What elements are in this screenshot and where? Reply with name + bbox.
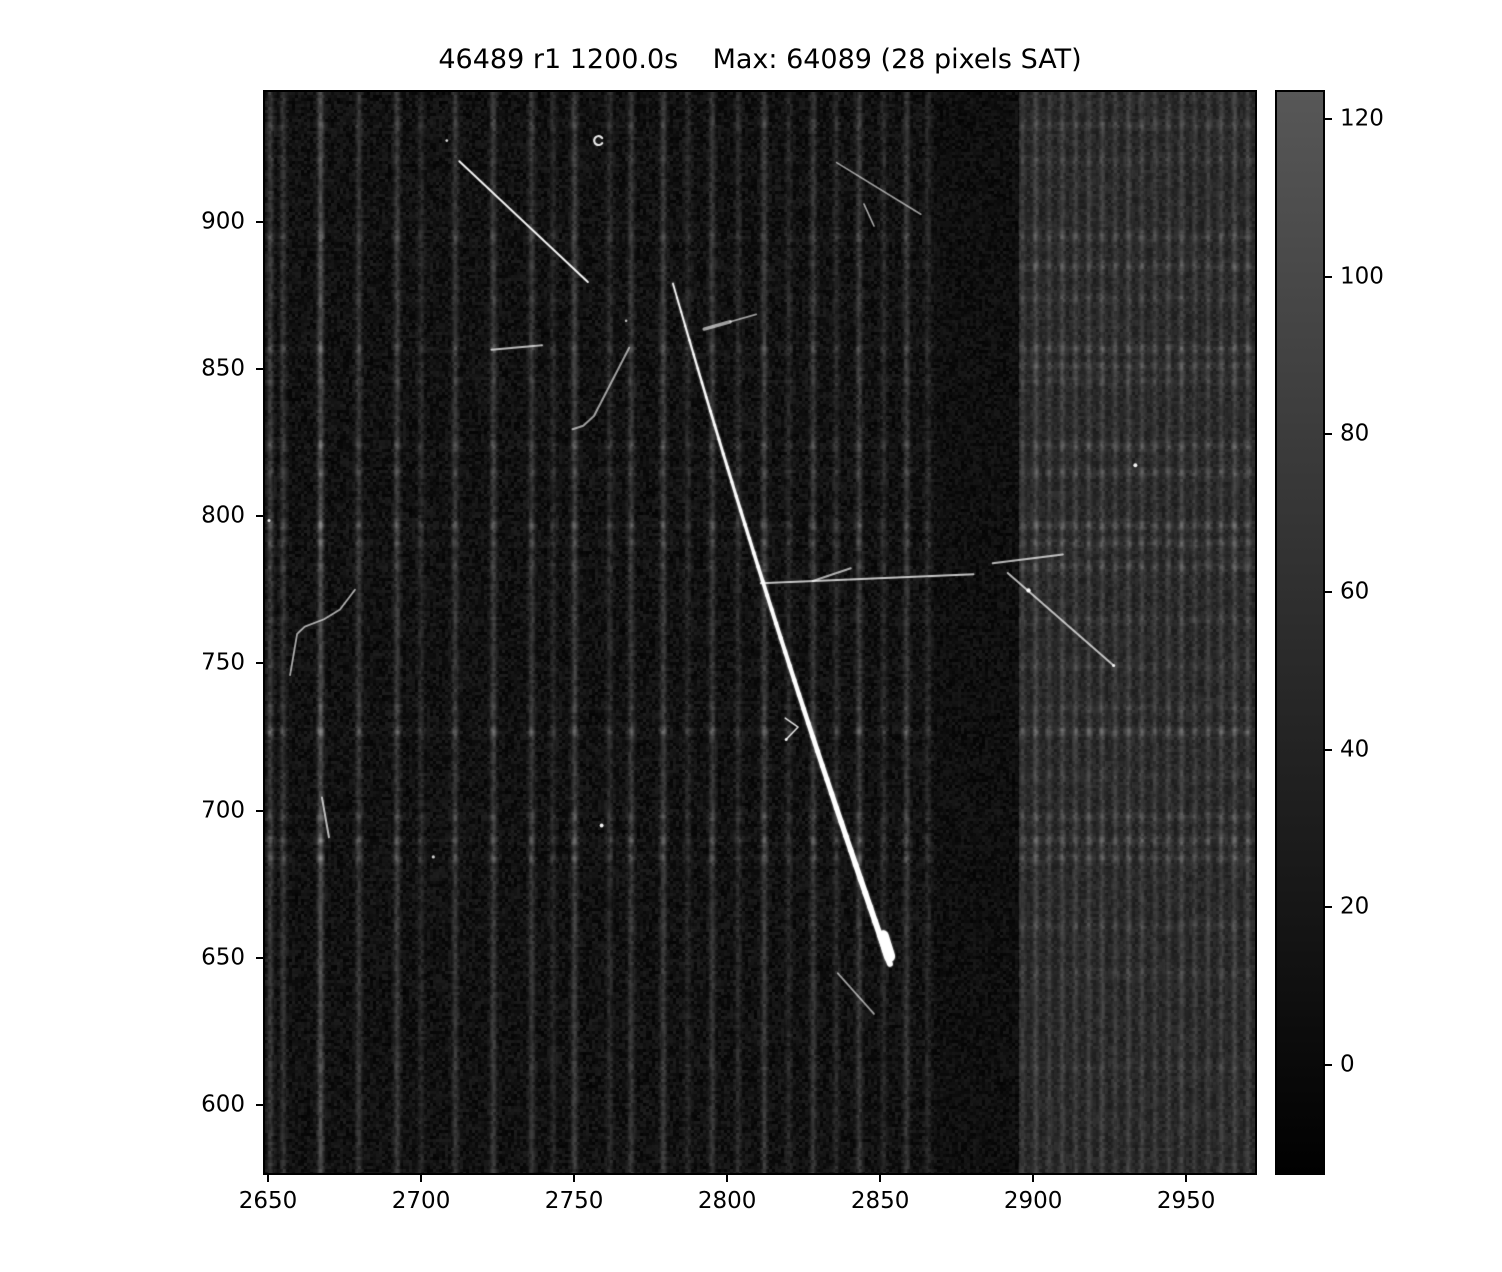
ccd-image-canvas — [265, 92, 1255, 1173]
y-axis-tick-label: 850 — [201, 355, 245, 382]
colorbar-tick-mark — [1323, 433, 1332, 436]
x-axis-tick-mark — [267, 1173, 270, 1182]
colorbar-tick-label: 0 — [1340, 1051, 1355, 1078]
plot-axes-frame — [263, 90, 1257, 1175]
colorbar-tick-label: 40 — [1340, 736, 1370, 763]
y-axis-tick-label: 600 — [201, 1091, 245, 1118]
plot-title: 46489 r1 1200.0s Max: 64089 (28 pixels S… — [438, 44, 1082, 75]
colorbar-tick-label: 20 — [1340, 893, 1370, 920]
y-axis-tick-mark — [256, 956, 265, 959]
y-axis-tick-mark — [256, 367, 265, 370]
x-axis-tick-label: 2900 — [1003, 1188, 1063, 1214]
x-axis-tick-label: 2700 — [391, 1188, 451, 1214]
x-axis-tick-label: 2750 — [544, 1188, 604, 1214]
colorbar-gradient — [1275, 90, 1325, 1175]
y-axis-tick-mark — [256, 662, 265, 665]
y-axis-tick-mark — [256, 220, 265, 223]
x-axis-tick-label: 2950 — [1156, 1188, 1216, 1214]
colorbar-tick-mark — [1323, 1063, 1332, 1066]
x-axis-tick-mark — [1185, 1173, 1188, 1182]
y-axis-tick-mark — [256, 515, 265, 518]
y-axis-tick-label: 750 — [201, 649, 245, 676]
x-axis-tick-label: 2850 — [850, 1188, 910, 1214]
x-axis-tick-mark — [573, 1173, 576, 1182]
x-axis-tick-mark — [1032, 1173, 1035, 1182]
colorbar-tick-label: 100 — [1340, 263, 1384, 289]
y-axis-tick-mark — [256, 1104, 265, 1107]
y-axis-tick-label: 700 — [201, 797, 245, 824]
colorbar-tick-label: 120 — [1340, 105, 1384, 132]
y-axis-tick-mark — [256, 809, 265, 812]
colorbar-tick-mark — [1323, 590, 1332, 593]
x-axis-tick-label: 2650 — [238, 1188, 298, 1214]
colorbar-tick-mark — [1323, 748, 1332, 751]
colorbar-tick-mark — [1323, 117, 1332, 120]
colorbar-tick-mark — [1323, 275, 1332, 278]
colorbar-tick-label: 80 — [1340, 420, 1370, 447]
x-axis-tick-mark — [726, 1173, 729, 1182]
x-axis-tick-label: 2800 — [697, 1188, 757, 1214]
x-axis-tick-mark — [879, 1173, 882, 1182]
colorbar-tick-mark — [1323, 906, 1332, 909]
y-axis-tick-label: 650 — [201, 944, 245, 971]
x-axis-tick-mark — [420, 1173, 423, 1182]
y-axis-tick-label: 800 — [201, 502, 245, 529]
y-axis-tick-label: 900 — [201, 208, 245, 235]
colorbar-tick-label: 60 — [1340, 578, 1370, 605]
